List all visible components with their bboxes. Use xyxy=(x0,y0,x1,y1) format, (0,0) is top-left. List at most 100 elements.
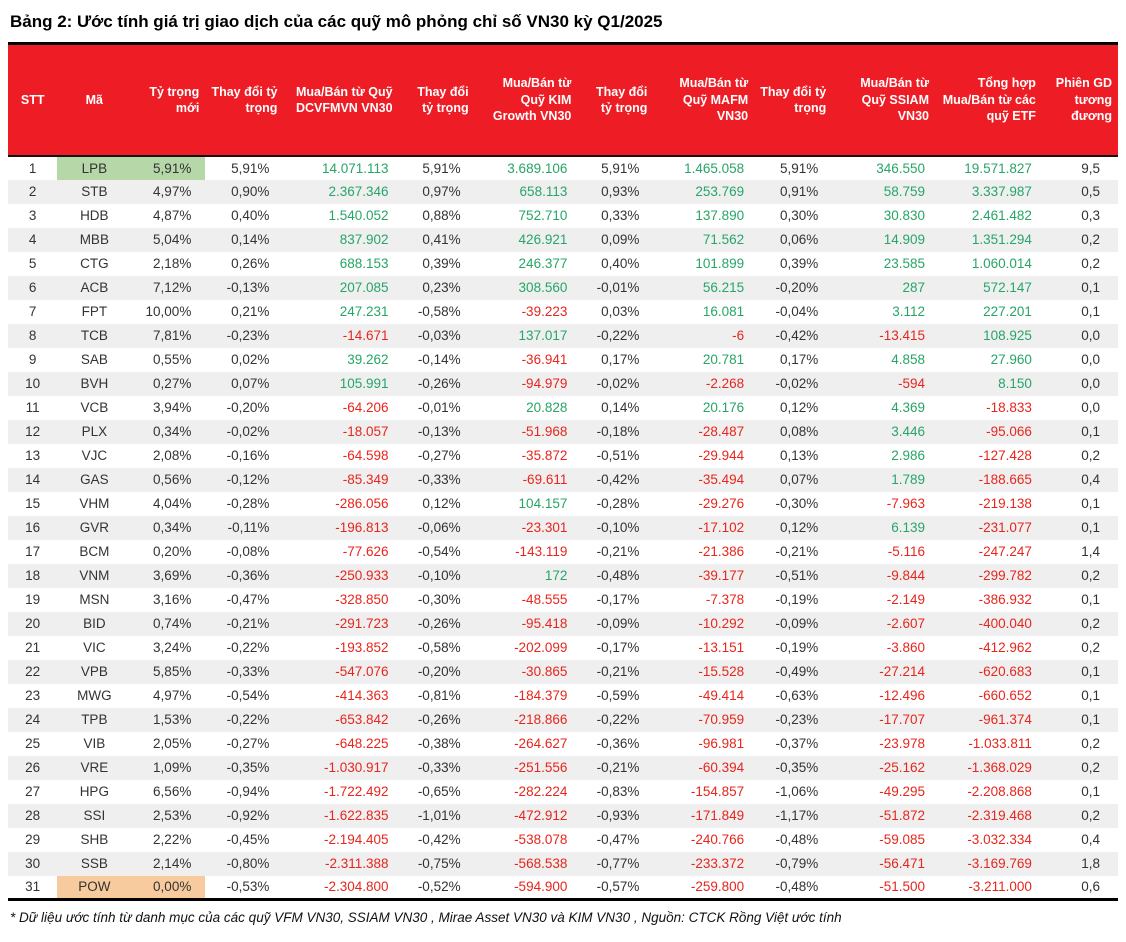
table-row: 5 CTG 2,18% 0,26% 688.153 0,39% 246.377 0,40% 10… xyxy=(8,252,1118,276)
cell-td4: -0,49% xyxy=(775,664,819,679)
cell-dcvfmvn: 837.902 xyxy=(339,232,389,247)
cell-tytrong: 1,53% xyxy=(153,712,192,727)
cell-td3: -0,01% xyxy=(596,280,640,295)
cell-td3: -0,21% xyxy=(596,664,640,679)
cell-phien: 0,2 xyxy=(1081,448,1100,463)
cell-stt: 15 xyxy=(25,496,41,511)
cell-td4: -0,35% xyxy=(775,760,819,775)
cell-ssiam: -7.963 xyxy=(886,496,925,511)
table-row: 16 GVR 0,34% -0,11% -196.813 -0,06% -23.301 -0,… xyxy=(8,515,1118,540)
cell-dcvfmvn: 207.085 xyxy=(339,280,389,295)
cell-ma: HPG xyxy=(79,784,109,799)
column-header-td4: Thay đổi tỷ trọng xyxy=(754,43,833,157)
cell-td4: 5,91% xyxy=(779,160,819,176)
cell-td2: -0,10% xyxy=(417,568,461,583)
table-row: 15 VHM 4,04% -0,28% -286.056 0,12% 104.157 -0,2… xyxy=(8,492,1118,516)
cell-td3: -0,17% xyxy=(596,592,640,607)
cell-td2: -0,06% xyxy=(417,520,461,535)
cell-phien: 0,0 xyxy=(1081,400,1100,415)
cell-tytrong: 10,00% xyxy=(145,304,192,319)
cell-mafm: -60.394 xyxy=(698,760,745,775)
cell-td3: -0,42% xyxy=(596,472,640,487)
cell-phien: 9,5 xyxy=(1081,160,1100,176)
cell-td2: -1,01% xyxy=(417,808,461,823)
cell-td3: -0,22% xyxy=(596,328,640,343)
cell-td4: -0,37% xyxy=(775,736,819,751)
column-header-ma: Mã xyxy=(57,43,132,157)
cell-dcvfmvn: -14.671 xyxy=(342,328,389,343)
cell-td3: 0,93% xyxy=(601,184,640,199)
cell-stt: 26 xyxy=(25,760,41,775)
cell-td4: -0,23% xyxy=(775,712,819,727)
cell-ssiam: 346.550 xyxy=(876,160,925,176)
cell-kim: -143.119 xyxy=(515,544,568,559)
cell-td1: 0,07% xyxy=(231,376,270,391)
cell-td1: 5,91% xyxy=(231,160,270,176)
table-row: 19 MSN 3,16% -0,47% -328.850 -0,30% -48.555 -0,… xyxy=(8,588,1118,612)
cell-dcvfmvn: -1.030.917 xyxy=(323,760,389,775)
cell-ma: POW xyxy=(57,875,132,900)
cell-tytrong: 0,00% xyxy=(131,875,206,900)
cell-tytrong: 4,97% xyxy=(153,184,192,199)
cell-kim: -51.968 xyxy=(521,424,568,439)
cell-ssiam: 58.759 xyxy=(883,184,925,199)
cell-td2: 0,97% xyxy=(422,184,461,199)
cell-ssiam: -51.500 xyxy=(879,879,925,895)
cell-tong: -219.138 xyxy=(978,496,1032,511)
column-header-td3: Thay đổi tỷ trọng xyxy=(577,43,654,157)
cell-tytrong: 0,34% xyxy=(153,424,192,439)
cell-ssiam: 30.830 xyxy=(883,208,925,223)
cell-phien: 0,5 xyxy=(1081,184,1100,199)
cell-ssiam: -13.415 xyxy=(879,328,925,343)
table-row: 20 BID 0,74% -0,21% -291.723 -0,26% -95.418 -0,… xyxy=(8,611,1118,636)
cell-kim: 137.017 xyxy=(518,328,568,343)
cell-kim: -594.900 xyxy=(514,879,568,895)
cell-td3: -0,57% xyxy=(596,879,640,895)
cell-ssiam: -2.607 xyxy=(886,616,925,631)
cell-phien: 0,2 xyxy=(1081,568,1100,583)
table-row: 1 LPB 5,91% 5,91% 14.071.113 5,91% 3.689.106 5,… xyxy=(8,155,1118,180)
cell-ma: TPB xyxy=(81,712,108,727)
cell-td3: -0,93% xyxy=(596,808,640,823)
cell-tong: -3.169.769 xyxy=(967,856,1032,871)
cell-stt: 7 xyxy=(28,304,37,319)
cell-mafm: -154.857 xyxy=(690,784,745,799)
table-row: 10 BVH 0,27% 0,07% 105.991 -0,26% -94.979 -0,02… xyxy=(8,371,1118,396)
cell-td2: 0,39% xyxy=(422,256,461,271)
cell-stt: 9 xyxy=(28,352,37,367)
cell-kim: -202.099 xyxy=(514,640,568,655)
cell-td2: -0,58% xyxy=(417,304,461,319)
cell-tytrong: 3,69% xyxy=(153,568,192,583)
cell-td1: -0,20% xyxy=(226,400,270,415)
cell-ssiam: 3.112 xyxy=(892,304,925,319)
cell-dcvfmvn: -414.363 xyxy=(335,688,389,703)
cell-dcvfmvn: -77.626 xyxy=(342,544,389,559)
cell-td3: -0,17% xyxy=(596,640,640,655)
cell-td4: -0,30% xyxy=(775,496,819,511)
cell-td4: 0,08% xyxy=(779,424,819,439)
cell-kim: -218.866 xyxy=(514,712,568,727)
cell-tytrong: 7,81% xyxy=(153,328,192,343)
cell-td3: -0,48% xyxy=(596,568,640,583)
cell-td1: -0,33% xyxy=(226,664,270,679)
cell-ssiam: -25.162 xyxy=(879,760,925,775)
cell-td4: 0,12% xyxy=(779,400,819,415)
cell-td1: -0,80% xyxy=(226,856,270,871)
cell-td4: -0,51% xyxy=(775,568,819,583)
cell-td4: -0,19% xyxy=(775,592,819,607)
cell-td1: 0,02% xyxy=(231,352,270,367)
cell-td2: -0,52% xyxy=(417,879,461,895)
cell-stt: 22 xyxy=(25,664,41,679)
cell-td3: 0,03% xyxy=(601,304,640,319)
cell-dcvfmvn: -648.225 xyxy=(335,736,389,751)
cell-tong: -412.962 xyxy=(978,640,1032,655)
cell-mafm: -171.849 xyxy=(690,808,745,823)
cell-tytrong: 2,05% xyxy=(153,736,192,751)
cell-kim: -69.611 xyxy=(522,472,568,487)
cell-ma: VPB xyxy=(80,664,108,679)
cell-tytrong: 2,53% xyxy=(153,808,192,823)
table-row: 25 VIB 2,05% -0,27% -648.225 -0,38% -264.627 -0… xyxy=(8,732,1118,756)
cell-dcvfmvn: -85.349 xyxy=(342,472,389,487)
cell-tong: -127.428 xyxy=(978,448,1032,463)
cell-tytrong: 2,18% xyxy=(153,256,192,271)
